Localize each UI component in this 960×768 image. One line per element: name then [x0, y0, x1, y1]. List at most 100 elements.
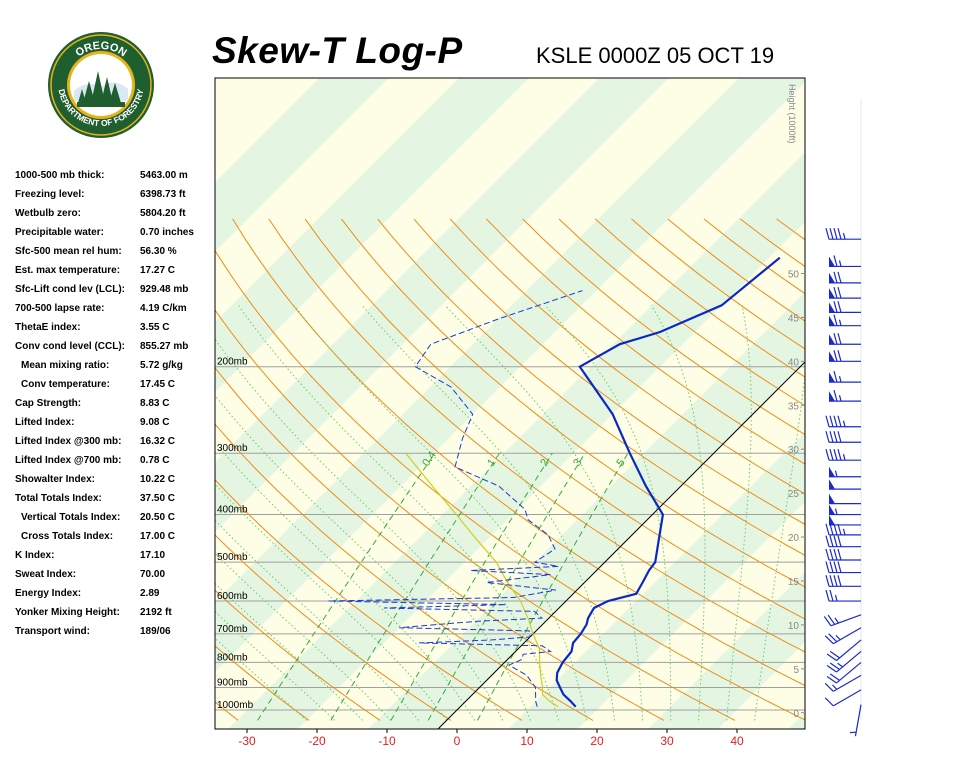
index-label: K Index:	[15, 550, 55, 561]
index-label: Yonker Mixing Height:	[15, 607, 120, 618]
wind-barb	[829, 514, 861, 526]
x-tick-label: 10	[520, 734, 534, 748]
index-value: 5.72 g/kg	[140, 360, 183, 371]
barb-feather	[829, 673, 840, 681]
height-tick-label: 50	[788, 269, 800, 280]
dry-adiabat-line	[215, 478, 523, 721]
index-row: Freezing level: 6398.73 ft	[15, 185, 215, 204]
barb-flag	[829, 391, 835, 402]
plot-frame	[214, 77, 806, 730]
isotherm-band	[215, 78, 669, 532]
barb-flag	[829, 372, 835, 383]
wind-barb	[825, 561, 861, 574]
barb-feather	[837, 333, 842, 345]
index-label: Sfc-Lift cond lev (LCL):	[15, 284, 125, 295]
moist-adiabat-line	[215, 637, 307, 721]
dry-adiabat-line	[215, 589, 381, 721]
x-tick-label: 20	[590, 734, 604, 748]
index-label: Transport wind:	[15, 626, 90, 637]
barb-feather	[837, 350, 842, 362]
barb-feather	[829, 449, 834, 461]
barb-feather	[825, 228, 830, 240]
barb-shaft	[854, 704, 862, 737]
index-label: Lifted Index @700 mb:	[15, 455, 122, 466]
index-value: 5463.00 m	[140, 170, 188, 181]
wind-barb	[829, 350, 861, 362]
barb-feather	[825, 449, 830, 461]
barb-shaft	[836, 639, 862, 661]
wind-barb	[825, 523, 861, 536]
wind-barb	[825, 415, 861, 428]
index-value: 855.27 mb	[140, 341, 189, 352]
dry-adiabat-line	[268, 218, 805, 653]
barb-half-feather	[842, 233, 846, 240]
pressure-label: 900mb	[217, 678, 248, 689]
barb-feather	[837, 228, 842, 240]
index-label: Sfc-500 mean rel hum:	[15, 246, 122, 257]
isotherm-band	[228, 152, 805, 729]
barb-feather	[833, 548, 838, 561]
index-row: Est. max temperature: 17.27 C	[15, 261, 215, 280]
wind-barb	[829, 286, 861, 299]
barb-half-feather	[834, 594, 838, 602]
barb-feather	[833, 575, 838, 587]
barb-feather	[837, 431, 842, 443]
index-row: Yonker Mixing Height: 2192 ft	[15, 603, 215, 622]
wind-barb	[826, 639, 862, 661]
moist-adiabat-line	[215, 519, 419, 721]
barb-feather	[833, 415, 838, 427]
index-label: Showalter Index:	[15, 474, 96, 485]
barb-flag	[829, 466, 835, 477]
index-label: Vertical Totals Index:	[21, 512, 121, 523]
dry-adiabat-line	[449, 218, 805, 495]
barb-feather	[829, 535, 834, 547]
height-tick-label: 35	[788, 401, 800, 412]
index-label: ThetaE index:	[15, 322, 81, 333]
dry-adiabat-line	[0, 219, 167, 721]
isotherm-band	[648, 572, 805, 729]
moist-adiabat-line	[754, 371, 805, 721]
index-value: 37.50 C	[140, 493, 176, 504]
isotherm-band	[788, 712, 805, 729]
barb-flag	[829, 351, 835, 362]
barb-flag	[829, 302, 835, 313]
barb-feather	[837, 449, 842, 461]
barb-feather	[825, 415, 830, 427]
height-tick-label: 25	[788, 489, 800, 500]
dry-adiabat-line	[215, 534, 452, 721]
wind-barb	[825, 548, 861, 561]
index-row: Conv temperature: 17.45 C	[15, 375, 215, 394]
index-value: 70.00	[140, 569, 166, 580]
index-label: Conv cond level (CCL):	[15, 341, 126, 352]
wind-barb	[829, 333, 861, 345]
pressure-label: 500mb	[217, 552, 248, 563]
index-row: Conv cond level (CCL): 855.27 mb	[15, 337, 215, 356]
isotherm-band	[508, 432, 805, 729]
index-value: 20.50 C	[140, 512, 176, 523]
index-value: 8.83 C	[140, 398, 170, 409]
height-tick-label: 30	[788, 445, 800, 456]
barb-feather	[829, 561, 834, 573]
barb-feather	[829, 415, 834, 427]
height-tick-label: 15	[788, 577, 800, 588]
barb-feather	[833, 228, 838, 240]
station-time-label: KSLE 0000Z 05 OCT 19	[536, 43, 775, 68]
index-row: Cap Strength: 8.83 C	[15, 394, 215, 413]
wind-barb	[829, 504, 861, 516]
index-label: Energy Index:	[15, 588, 82, 599]
pressure-label: 600mb	[217, 591, 248, 602]
wind-barb	[829, 479, 861, 490]
wind-barb	[829, 370, 861, 383]
barb-half-feather	[838, 319, 842, 326]
wind-barb	[825, 575, 861, 587]
barb-feather	[829, 589, 834, 602]
index-value: 929.48 mb	[140, 284, 189, 295]
barb-half-feather	[834, 617, 839, 624]
mixing-ratio-line	[390, 452, 553, 721]
mixing-ratio-line	[330, 452, 500, 721]
index-label: Lifted Index:	[15, 417, 75, 428]
logo-text-top: OREGON	[73, 40, 128, 60]
barb-feather	[833, 370, 838, 383]
barb-feather	[825, 548, 830, 561]
barb-shaft	[832, 689, 862, 707]
